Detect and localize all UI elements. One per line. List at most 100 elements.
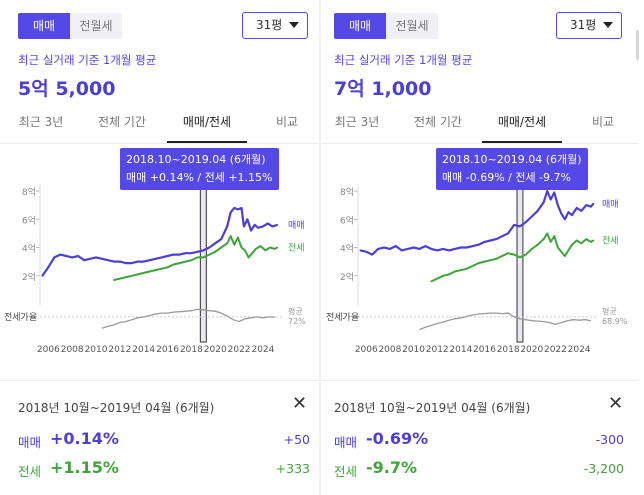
tab-compare[interactable]: 비교	[275, 115, 299, 129]
jeonse-price-point	[575, 239, 578, 242]
x-tick-label: 2010	[85, 345, 108, 355]
active-tab-indicator	[167, 141, 247, 143]
sale-price-point	[262, 225, 264, 228]
size-select-value: 31평	[256, 18, 283, 32]
jeonse-price-point	[214, 250, 217, 253]
sale-price-point	[243, 225, 245, 228]
sale-price-point	[359, 249, 362, 252]
ratio-average-value: 68.9%	[602, 317, 628, 326]
x-tick-label: 2014	[449, 345, 472, 355]
sale-price-point	[454, 248, 456, 250]
price-panel-left: 매매 전월세 31평 최근 실거래 기준 1개월 평균 5억 5,000 최근 …	[0, 0, 318, 495]
sale-price-point	[542, 201, 545, 204]
sale-price-point	[172, 253, 175, 256]
size-select[interactable]: 31평	[242, 12, 308, 39]
x-tick-label: 2008	[61, 345, 84, 355]
jeonse-price-point	[513, 253, 515, 256]
jeonse-price-point	[546, 232, 549, 235]
sale-price-point	[160, 256, 163, 259]
rent-toggle-button[interactable]: 전월세	[386, 13, 438, 39]
y-tick-label: 8억	[340, 186, 354, 198]
sale-toggle-button[interactable]: 매매	[334, 13, 386, 39]
sale-toggle-button[interactable]: 매매	[18, 13, 70, 39]
scrollbar[interactable]	[636, 30, 639, 60]
tab-sale-jeonse[interactable]: 매매/전세	[182, 115, 232, 129]
close-icon[interactable]: ✕	[608, 393, 624, 414]
sale-price-point	[513, 224, 515, 226]
jeonse-price-point	[196, 256, 199, 259]
jeonse-price-point	[237, 236, 239, 239]
y-tick-label: 2억	[22, 271, 36, 283]
jeonse-price-point	[542, 238, 545, 240]
tab-recent-3y[interactable]: 최근 3년	[18, 115, 64, 129]
tab-all-period[interactable]: 전체 기간	[414, 115, 462, 129]
sale-price-point	[549, 198, 552, 201]
sale-price-point	[250, 229, 252, 232]
sale-price-point	[571, 214, 573, 216]
ratio-label: 전세가율	[326, 312, 359, 323]
rent-toggle-button[interactable]: 전월세	[70, 13, 122, 39]
sale-price-point	[184, 252, 187, 255]
jeonse-price-point	[264, 249, 267, 252]
sale-price-point	[418, 248, 421, 250]
summary-period: 2018년 10월~2019년 04월 (6개월)	[18, 401, 215, 415]
sale-price-point	[119, 260, 121, 263]
ratio-average-label: 평균	[602, 306, 617, 316]
summary-sale-label: 매매	[334, 435, 358, 450]
sale-price-point	[564, 218, 566, 221]
price-basis-caption: 최근 실거래 기준 1개월 평균	[334, 53, 473, 67]
jeonse-price-point	[483, 260, 486, 263]
sale-price-point	[525, 221, 527, 223]
sale-price-point	[271, 225, 274, 228]
jeonse-price-point	[166, 266, 169, 269]
jeonse-price-point	[276, 246, 279, 249]
sale-price-point	[136, 260, 139, 263]
close-icon[interactable]: ✕	[292, 393, 308, 414]
jeonse-price-point	[208, 253, 211, 256]
jeonse-price-point	[454, 270, 456, 273]
chevron-down-icon	[603, 22, 613, 28]
selection-tooltip: 2018.10~2019.04 (6개월) 매매 -0.69% / 전세 -9.…	[436, 148, 588, 190]
sale-price-point	[495, 238, 498, 240]
size-select[interactable]: 31평	[556, 12, 622, 39]
sale-price-point	[430, 248, 433, 250]
sale-price-point	[148, 259, 151, 262]
jeonse-price-point	[536, 243, 539, 246]
sale-price-point	[507, 232, 509, 235]
sale-price-point	[154, 257, 157, 260]
summary-sale-change: +0.14%	[50, 429, 119, 448]
ratio-average-value: 72%	[288, 317, 306, 326]
tab-sale-jeonse[interactable]: 매매/전세	[497, 115, 547, 129]
sale-price-point	[41, 274, 44, 277]
sale-price-point	[460, 246, 462, 249]
average-price: 5억 5,000	[18, 78, 116, 100]
trade-type-toggle: 매매 전월세	[334, 13, 438, 39]
summary-divider	[0, 380, 318, 381]
tab-all-period[interactable]: 전체 기간	[98, 115, 146, 129]
sale-price-point	[202, 249, 205, 252]
tab-recent-3y[interactable]: 최근 3년	[334, 115, 380, 129]
jeonse-price-point	[580, 242, 583, 245]
summary-period: 2018년 10월~2019년 04월 (6개월)	[334, 401, 531, 415]
sale-price-point	[214, 242, 217, 245]
sale-price-point	[553, 191, 556, 194]
sale-price-point	[95, 256, 97, 259]
jeonse-price-point	[430, 280, 433, 283]
jeonse-price-point	[184, 260, 187, 263]
y-tick-label: 4억	[340, 243, 354, 255]
jeonse-price-point	[136, 273, 139, 276]
jeonse-price-point	[495, 257, 498, 260]
x-tick-label: 2024	[251, 345, 274, 355]
summary-sale-amount: +50	[283, 432, 310, 447]
sale-price-point	[567, 211, 570, 214]
sale-price-point	[556, 204, 559, 207]
jeonse-ratio-line	[419, 312, 592, 331]
jeonse-price-point	[154, 269, 157, 271]
x-tick-label: 2012	[426, 345, 449, 355]
tab-compare[interactable]: 비교	[591, 115, 615, 129]
selection-tooltip: 2018.10~2019.04 (6개월) 매매 +0.14% / 전세 +1.…	[120, 148, 279, 190]
jeonse-price-point	[202, 256, 205, 259]
sale-price-point	[489, 239, 492, 242]
